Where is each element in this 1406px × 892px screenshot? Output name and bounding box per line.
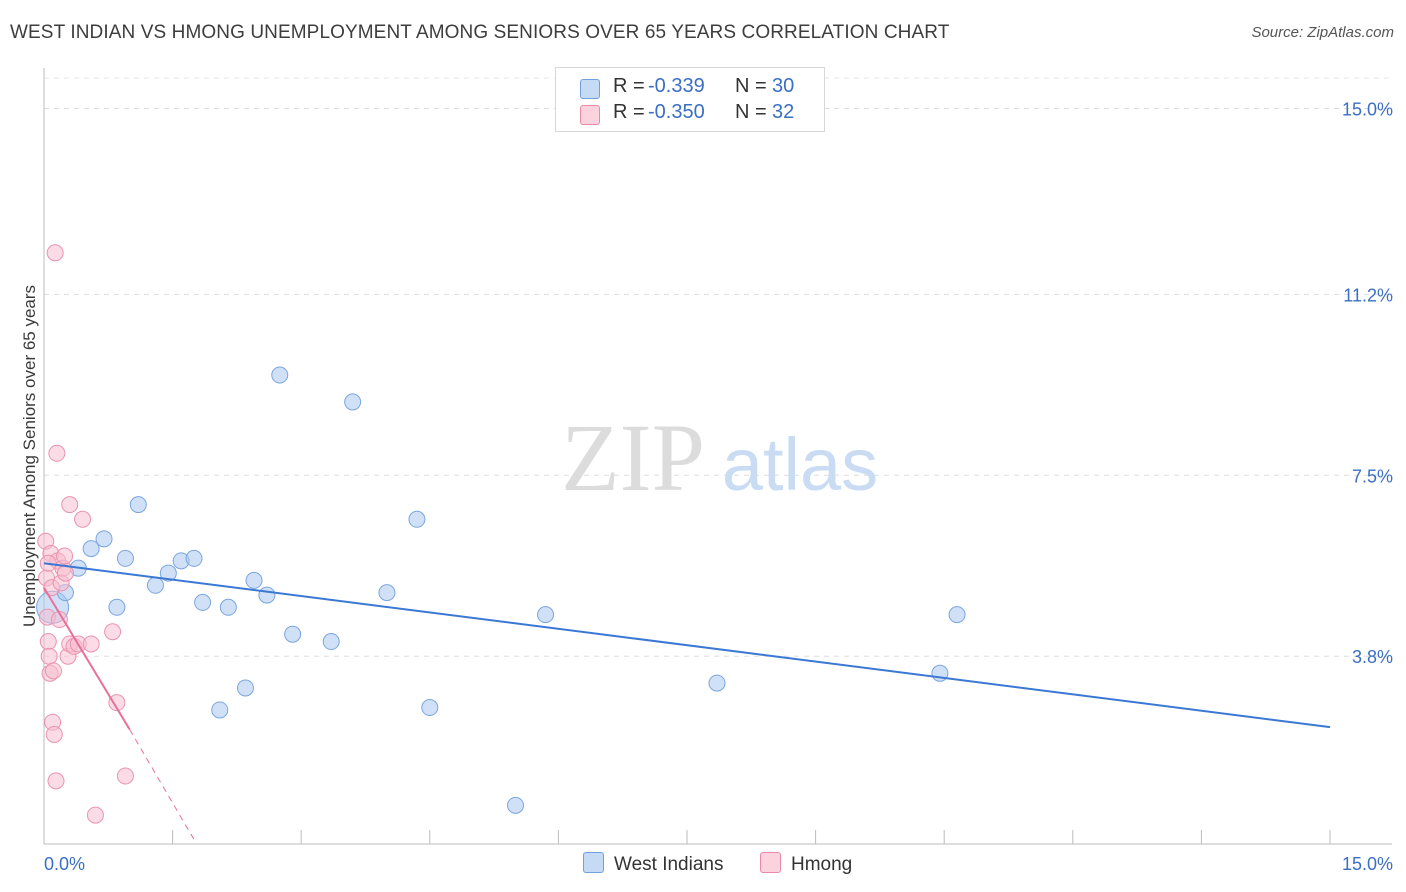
west-indians-point: [95, 530, 113, 548]
west-indians-point: [322, 633, 340, 651]
west-indians-point: [408, 510, 426, 528]
axes: [43, 68, 1392, 845]
legend-item-hmong: Hmong: [760, 852, 852, 876]
west-indians-trend-line: [43, 562, 1331, 729]
west-indians-point: [116, 549, 134, 567]
west-indians-point: [421, 699, 439, 717]
source-label: Source: ZipAtlas.com: [1251, 24, 1394, 41]
west-indians-point: [211, 701, 229, 719]
gridlines: [44, 77, 1392, 657]
hmong-point: [47, 772, 65, 790]
west-indians-point: [537, 606, 555, 624]
west-indians-point: [284, 625, 302, 643]
west-indians-point: [378, 584, 396, 602]
correlation-legend: R = -0.339 N = 30 R = -0.350 N = 32: [555, 67, 825, 132]
y-tick-label: 3.8%: [1352, 647, 1393, 667]
legend-label-west-indians: West Indians: [614, 854, 724, 875]
west-indians-point: [159, 564, 177, 582]
trend-lines: [43, 562, 1331, 840]
legend-r-label: R =: [613, 101, 645, 123]
legend-n-value: 30: [772, 75, 795, 97]
west-indians-point: [258, 586, 276, 604]
legend-n-label: N =: [735, 75, 767, 97]
legend-r-label: R =: [613, 75, 645, 97]
west-indians-point: [185, 549, 203, 567]
data-points: [36, 244, 966, 824]
west-indians-point: [219, 598, 237, 616]
west-indians-point: [129, 496, 147, 514]
tick-labels: 3.8% 7.5% 11.2% 15.0% 0.0% 15.0%: [44, 100, 1393, 874]
west-indians-point: [708, 674, 726, 692]
west-indians-point: [245, 571, 263, 589]
hmong-point: [39, 633, 57, 651]
hmong-point: [46, 244, 64, 262]
west-indians-point: [146, 576, 164, 594]
hmong-point: [61, 496, 79, 514]
legend-r-value: -0.350: [648, 101, 705, 123]
west-indians-point: [948, 606, 966, 624]
hmong-point: [108, 694, 126, 712]
west-indians-legend-swatch: [583, 852, 604, 873]
hmong-trend-line: [43, 587, 131, 731]
west-indians-swatch: [580, 79, 600, 99]
west-indians-point: [271, 366, 289, 384]
hmong-point: [40, 647, 58, 665]
y-axis-title: Unemployment Among Seniors over 65 years: [20, 285, 39, 627]
watermark-atlas: atlas: [722, 423, 878, 506]
west-indians-point: [194, 593, 212, 611]
x-tick-label: 0.0%: [44, 854, 85, 874]
hmong-point: [56, 547, 74, 565]
hmong-swatch: [580, 105, 600, 125]
hmong-trend-extension: [129, 729, 195, 840]
west-indians-point: [507, 796, 525, 814]
hmong-point: [44, 662, 62, 680]
hmong-legend-swatch: [760, 852, 781, 873]
hmong-point: [45, 725, 63, 743]
west-indians-point: [108, 598, 126, 616]
y-tick-label: 15.0%: [1342, 100, 1393, 120]
hmong-point: [116, 767, 134, 785]
hmong-point: [82, 635, 100, 653]
x-tick-label: 15.0%: [1342, 854, 1393, 874]
watermark: ZIP atlas: [561, 404, 878, 511]
hmong-point: [48, 444, 66, 462]
west-indians-point: [236, 679, 254, 697]
watermark-zip: ZIP: [561, 404, 705, 511]
legend-r-value: -0.339: [648, 75, 705, 97]
y-tick-label: 11.2%: [1343, 285, 1393, 305]
legend-label-hmong: Hmong: [791, 854, 853, 875]
legend-item-west-indians: West Indians: [583, 852, 723, 876]
hmong-point: [86, 806, 104, 824]
legend-n-label: N =: [735, 101, 767, 123]
hmong-point: [104, 623, 122, 641]
legend-n-value: 32: [772, 101, 795, 123]
west-indians-point: [82, 540, 100, 558]
hmong-point: [74, 510, 92, 528]
west-indians-point: [344, 393, 362, 411]
y-tick-label: 7.5%: [1352, 466, 1393, 486]
chart-title: WEST INDIAN VS HMONG UNEMPLOYMENT AMONG …: [10, 22, 950, 43]
